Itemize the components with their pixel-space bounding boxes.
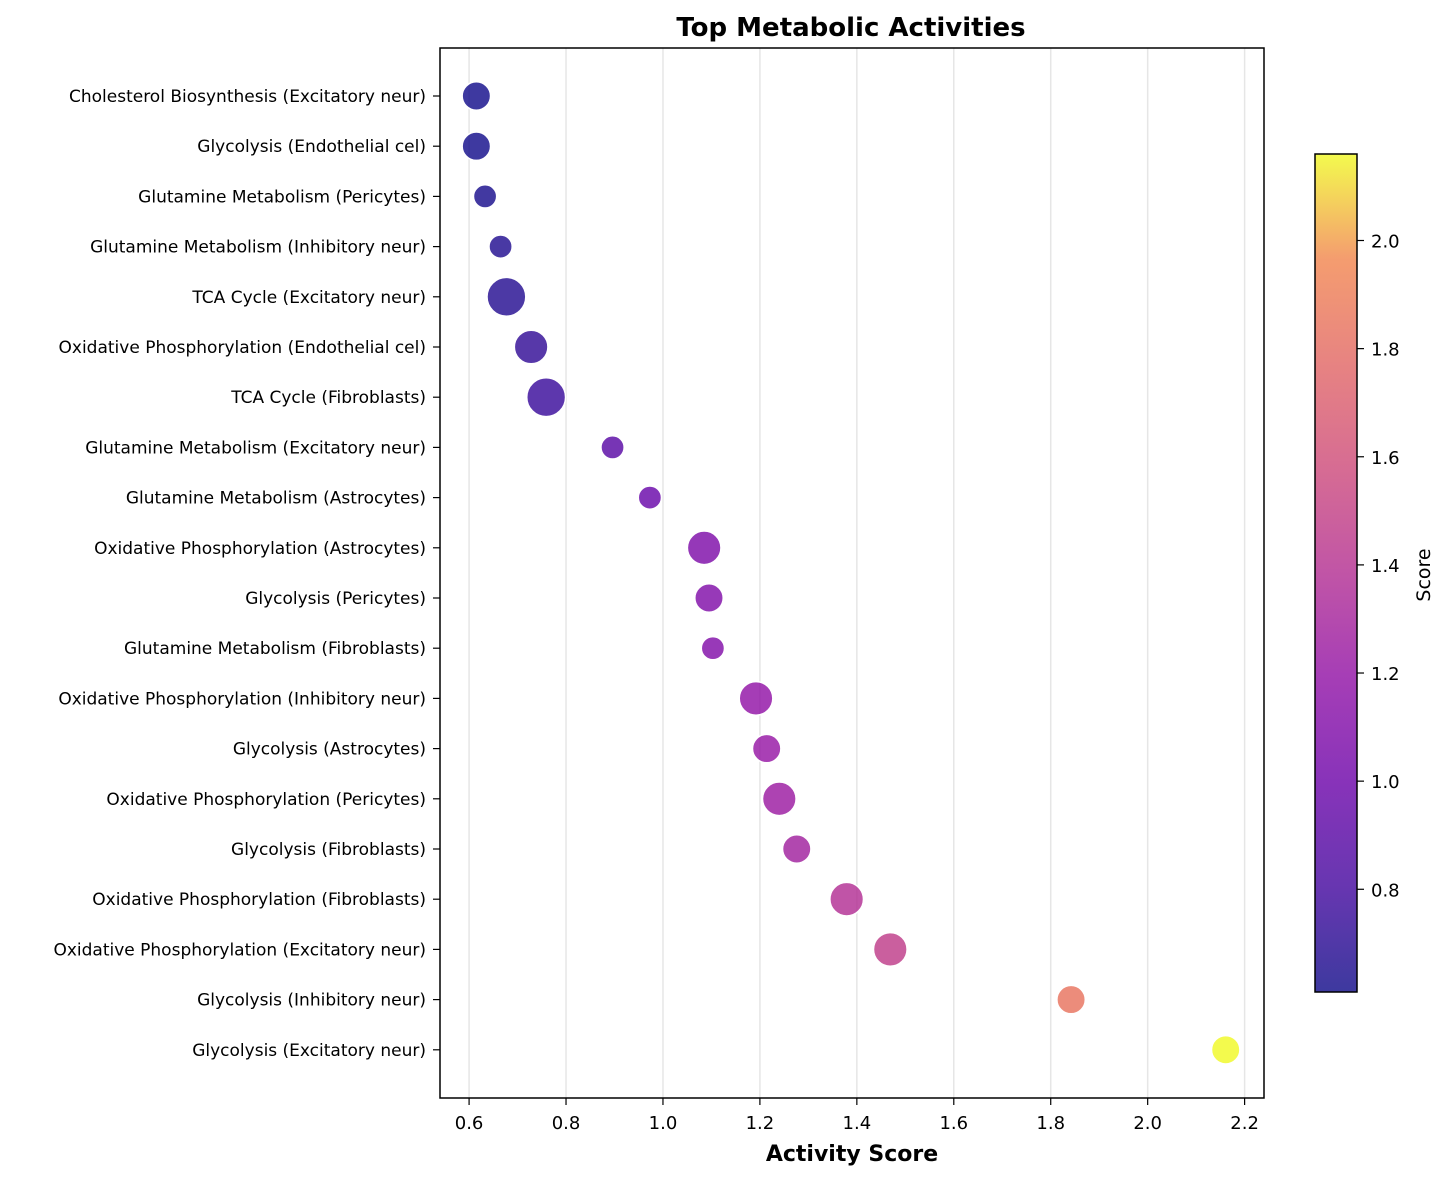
y-tick-label: Oxidative Phosphorylation (Excitatory ne… [53, 940, 426, 960]
x-tick-label: 0.8 [552, 1113, 581, 1134]
data-point [472, 184, 498, 209]
data-point [700, 635, 726, 661]
x-tick-label: 1.0 [649, 1113, 678, 1134]
y-tick-label: Oxidative Phosphorylation (Astrocytes) [94, 539, 426, 559]
y-tick-label: Glutamine Metabolism (Inhibitory neur) [90, 238, 426, 258]
y-tick-label: Cholesterol Biosynthesis (Excitatory neu… [69, 87, 426, 107]
data-point [872, 931, 908, 967]
colorbar: 0.8 1.0 1.2 1.4 1.6 1.8 2.0 Score [1314, 153, 1435, 993]
data-point [461, 131, 492, 162]
y-tick-label: Glutamine Metabolism (Astrocytes) [126, 489, 426, 509]
colorbar-tick-label: 1.8 [1371, 340, 1400, 361]
x-tick-label: 1.8 [1036, 1113, 1065, 1134]
data-point [751, 733, 782, 764]
data-point [488, 234, 513, 259]
y-tick-label: Glycolysis (Inhibitory neur) [197, 991, 426, 1011]
y-tick-label: Oxidative Phosphorylation (Inhibitory ne… [58, 689, 426, 709]
colorbar-label: Score [1413, 548, 1435, 601]
x-gridlines [468, 48, 1246, 1098]
data-point [600, 435, 625, 460]
y-tick-label: Oxidative Phosphorylation (Fibroblasts) [92, 890, 426, 910]
plot-frame [439, 47, 1265, 1099]
y-tick-label: Glycolysis (Excitatory neur) [192, 1041, 426, 1061]
data-point [1210, 1034, 1241, 1065]
x-tick-label: 1.2 [746, 1113, 775, 1134]
y-tick-label: Glutamine Metabolism (Fibroblasts) [124, 639, 426, 659]
data-point [781, 834, 812, 864]
y-tick-label: Oxidative Phosphorylation (Pericytes) [106, 790, 426, 810]
colorbar-tick-label: 1.0 [1371, 772, 1400, 793]
colorbar-tick-label: 2.0 [1371, 232, 1400, 253]
x-axis-label: Activity Score [766, 1142, 938, 1167]
y-tick-label: TCA Cycle (Excitatory neur) [191, 288, 426, 308]
scatter-points [461, 81, 1241, 1065]
x-tick-label: 1.4 [843, 1113, 872, 1134]
data-point [694, 583, 724, 613]
data-point [486, 276, 527, 317]
data-point [1056, 984, 1087, 1015]
x-tick-label: 2.2 [1230, 1113, 1259, 1134]
data-point [761, 781, 797, 817]
y-tick-label: Glycolysis (Pericytes) [245, 589, 426, 609]
colorbar-gradient [1315, 154, 1357, 992]
data-point [526, 377, 567, 418]
colorbar-tick-label: 1.2 [1371, 664, 1400, 685]
x-axis-ticks: 0.6 0.8 1.0 1.2 1.4 1.6 1.8 2.0 2.2 [455, 1098, 1259, 1134]
data-point [637, 485, 663, 510]
colorbar-ticks: 0.8 1.0 1.2 1.4 1.6 1.8 2.0 [1357, 232, 1400, 901]
data-point [829, 881, 865, 917]
colorbar-tick-label: 1.6 [1371, 448, 1400, 469]
data-point [461, 81, 492, 111]
data-point [686, 530, 722, 566]
y-tick-label: Glutamine Metabolism (Excitatory neur) [85, 438, 426, 458]
x-tick-label: 0.6 [455, 1113, 484, 1134]
y-tick-label: Glycolysis (Astrocytes) [233, 740, 426, 760]
colorbar-tick-label: 0.8 [1371, 880, 1400, 901]
y-tick-label: Oxidative Phosphorylation (Endothelial c… [59, 338, 426, 358]
x-tick-label: 2.0 [1133, 1113, 1162, 1134]
y-tick-label: TCA Cycle (Fibroblasts) [230, 388, 426, 408]
y-axis-ticks: Cholesterol Biosynthesis (Excitatory neu… [53, 87, 440, 1061]
data-point [738, 680, 774, 716]
colorbar-tick-label: 1.4 [1371, 556, 1400, 577]
y-tick-label: Glutamine Metabolism (Pericytes) [138, 187, 426, 207]
data-point [513, 329, 549, 365]
y-tick-label: Glycolysis (Fibroblasts) [231, 840, 426, 860]
y-tick-label: Glycolysis (Endothelial cel) [197, 137, 426, 157]
colorbar-frame [1314, 153, 1358, 993]
chart-title: Top Metabolic Activities [676, 13, 1025, 43]
x-tick-label: 1.6 [939, 1113, 968, 1134]
